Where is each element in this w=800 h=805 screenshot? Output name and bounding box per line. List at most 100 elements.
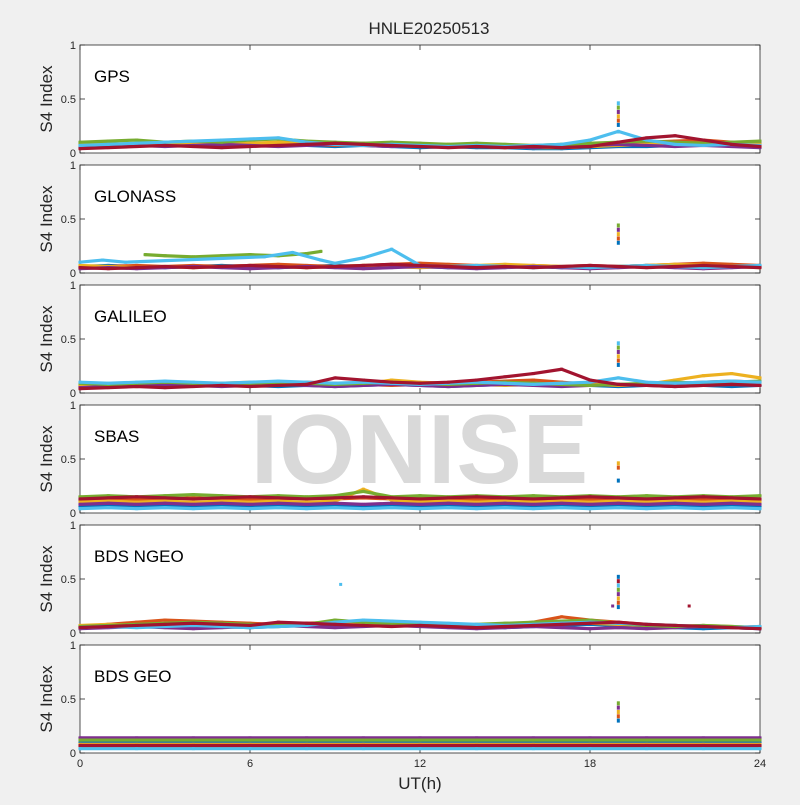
outlier-point (339, 582, 343, 586)
spike-point (616, 596, 620, 601)
data-point (475, 263, 479, 267)
data-point (361, 378, 365, 382)
data-point (248, 738, 252, 742)
data-point (418, 500, 422, 504)
y-tick-label: 1 (70, 40, 76, 52)
data-point (333, 506, 337, 510)
panel-label: SBAS (94, 427, 139, 446)
data-point (163, 265, 167, 269)
data-point (135, 141, 139, 145)
data-point (475, 145, 479, 149)
data-point (390, 506, 394, 510)
y-axis-label: S4 Index (37, 665, 56, 733)
data-point (191, 255, 195, 259)
y-axis-label: S4 Index (37, 305, 56, 373)
series-7 (78, 495, 762, 501)
data-point (616, 265, 620, 269)
data-point (191, 507, 195, 511)
data-point (616, 382, 620, 386)
data-point (446, 625, 450, 629)
data-point (645, 505, 649, 509)
data-point (588, 505, 592, 509)
data-point (78, 380, 82, 384)
data-point (616, 376, 620, 380)
data-point (758, 383, 762, 387)
data-point (163, 379, 167, 383)
data-point (588, 621, 592, 625)
data-point (333, 622, 337, 626)
data-point (305, 495, 309, 499)
data-point (475, 505, 479, 509)
data-point (390, 625, 394, 629)
spike-point (616, 236, 620, 241)
series-4 (78, 501, 762, 506)
panel-gps: 0 0.5 1 S4 Index GPS (37, 40, 762, 160)
data-point (191, 502, 195, 506)
data-point (276, 499, 280, 503)
x-tick-labels: 0 6 12 18 24 (77, 758, 766, 770)
y-axis-label: S4 Index (37, 65, 56, 133)
data-point (135, 145, 139, 149)
data-point (588, 380, 592, 384)
data-point (361, 267, 365, 271)
data-point (560, 142, 564, 146)
data-point (418, 743, 422, 747)
data-point (730, 503, 734, 507)
data-point (475, 495, 479, 499)
y-tick-label: 0.5 (61, 454, 76, 466)
data-point (305, 497, 309, 501)
series-7 (78, 620, 762, 631)
data-point (588, 502, 592, 506)
series-1 (78, 503, 762, 509)
data-point (673, 623, 677, 627)
data-point (135, 620, 139, 624)
data-point (163, 503, 167, 507)
data-point (220, 254, 224, 258)
data-point (276, 494, 280, 498)
data-point (135, 507, 139, 511)
data-point (616, 626, 620, 630)
data-point (560, 626, 564, 630)
spike-point (616, 592, 620, 597)
spike-point (616, 701, 620, 706)
data-point (701, 507, 705, 511)
data-point (135, 385, 139, 389)
data-point (588, 627, 592, 631)
data-point (475, 738, 479, 742)
data-point (305, 502, 309, 506)
data-point (418, 505, 422, 509)
data-point (106, 146, 110, 150)
data-point (560, 501, 564, 505)
data-point (220, 625, 224, 629)
data-point (163, 506, 167, 510)
data-point (305, 140, 309, 144)
data-point (758, 625, 762, 629)
data-point (361, 380, 365, 384)
y-axis-label: S4 Index (37, 425, 56, 493)
data-point (701, 743, 705, 747)
data-point (503, 375, 507, 379)
data-point (106, 503, 110, 507)
data-point (78, 740, 82, 744)
data-point (248, 626, 252, 630)
data-point (645, 507, 649, 511)
series-6 (78, 506, 762, 511)
y-tick-label: 0 (70, 388, 76, 400)
data-point (418, 620, 422, 624)
data-point (361, 618, 365, 622)
data-point (163, 254, 167, 258)
data-point (701, 374, 705, 378)
data-point (560, 503, 564, 507)
data-point (531, 266, 535, 270)
panel-label: GALILEO (94, 307, 167, 326)
data-point (446, 501, 450, 505)
data-point (730, 506, 734, 510)
data-point (361, 502, 365, 506)
data-point (418, 738, 422, 742)
data-point (503, 501, 507, 505)
data-point (135, 747, 139, 751)
data-point (248, 507, 252, 511)
data-point (758, 502, 762, 506)
spike-point (616, 101, 620, 106)
data-point (645, 747, 649, 751)
